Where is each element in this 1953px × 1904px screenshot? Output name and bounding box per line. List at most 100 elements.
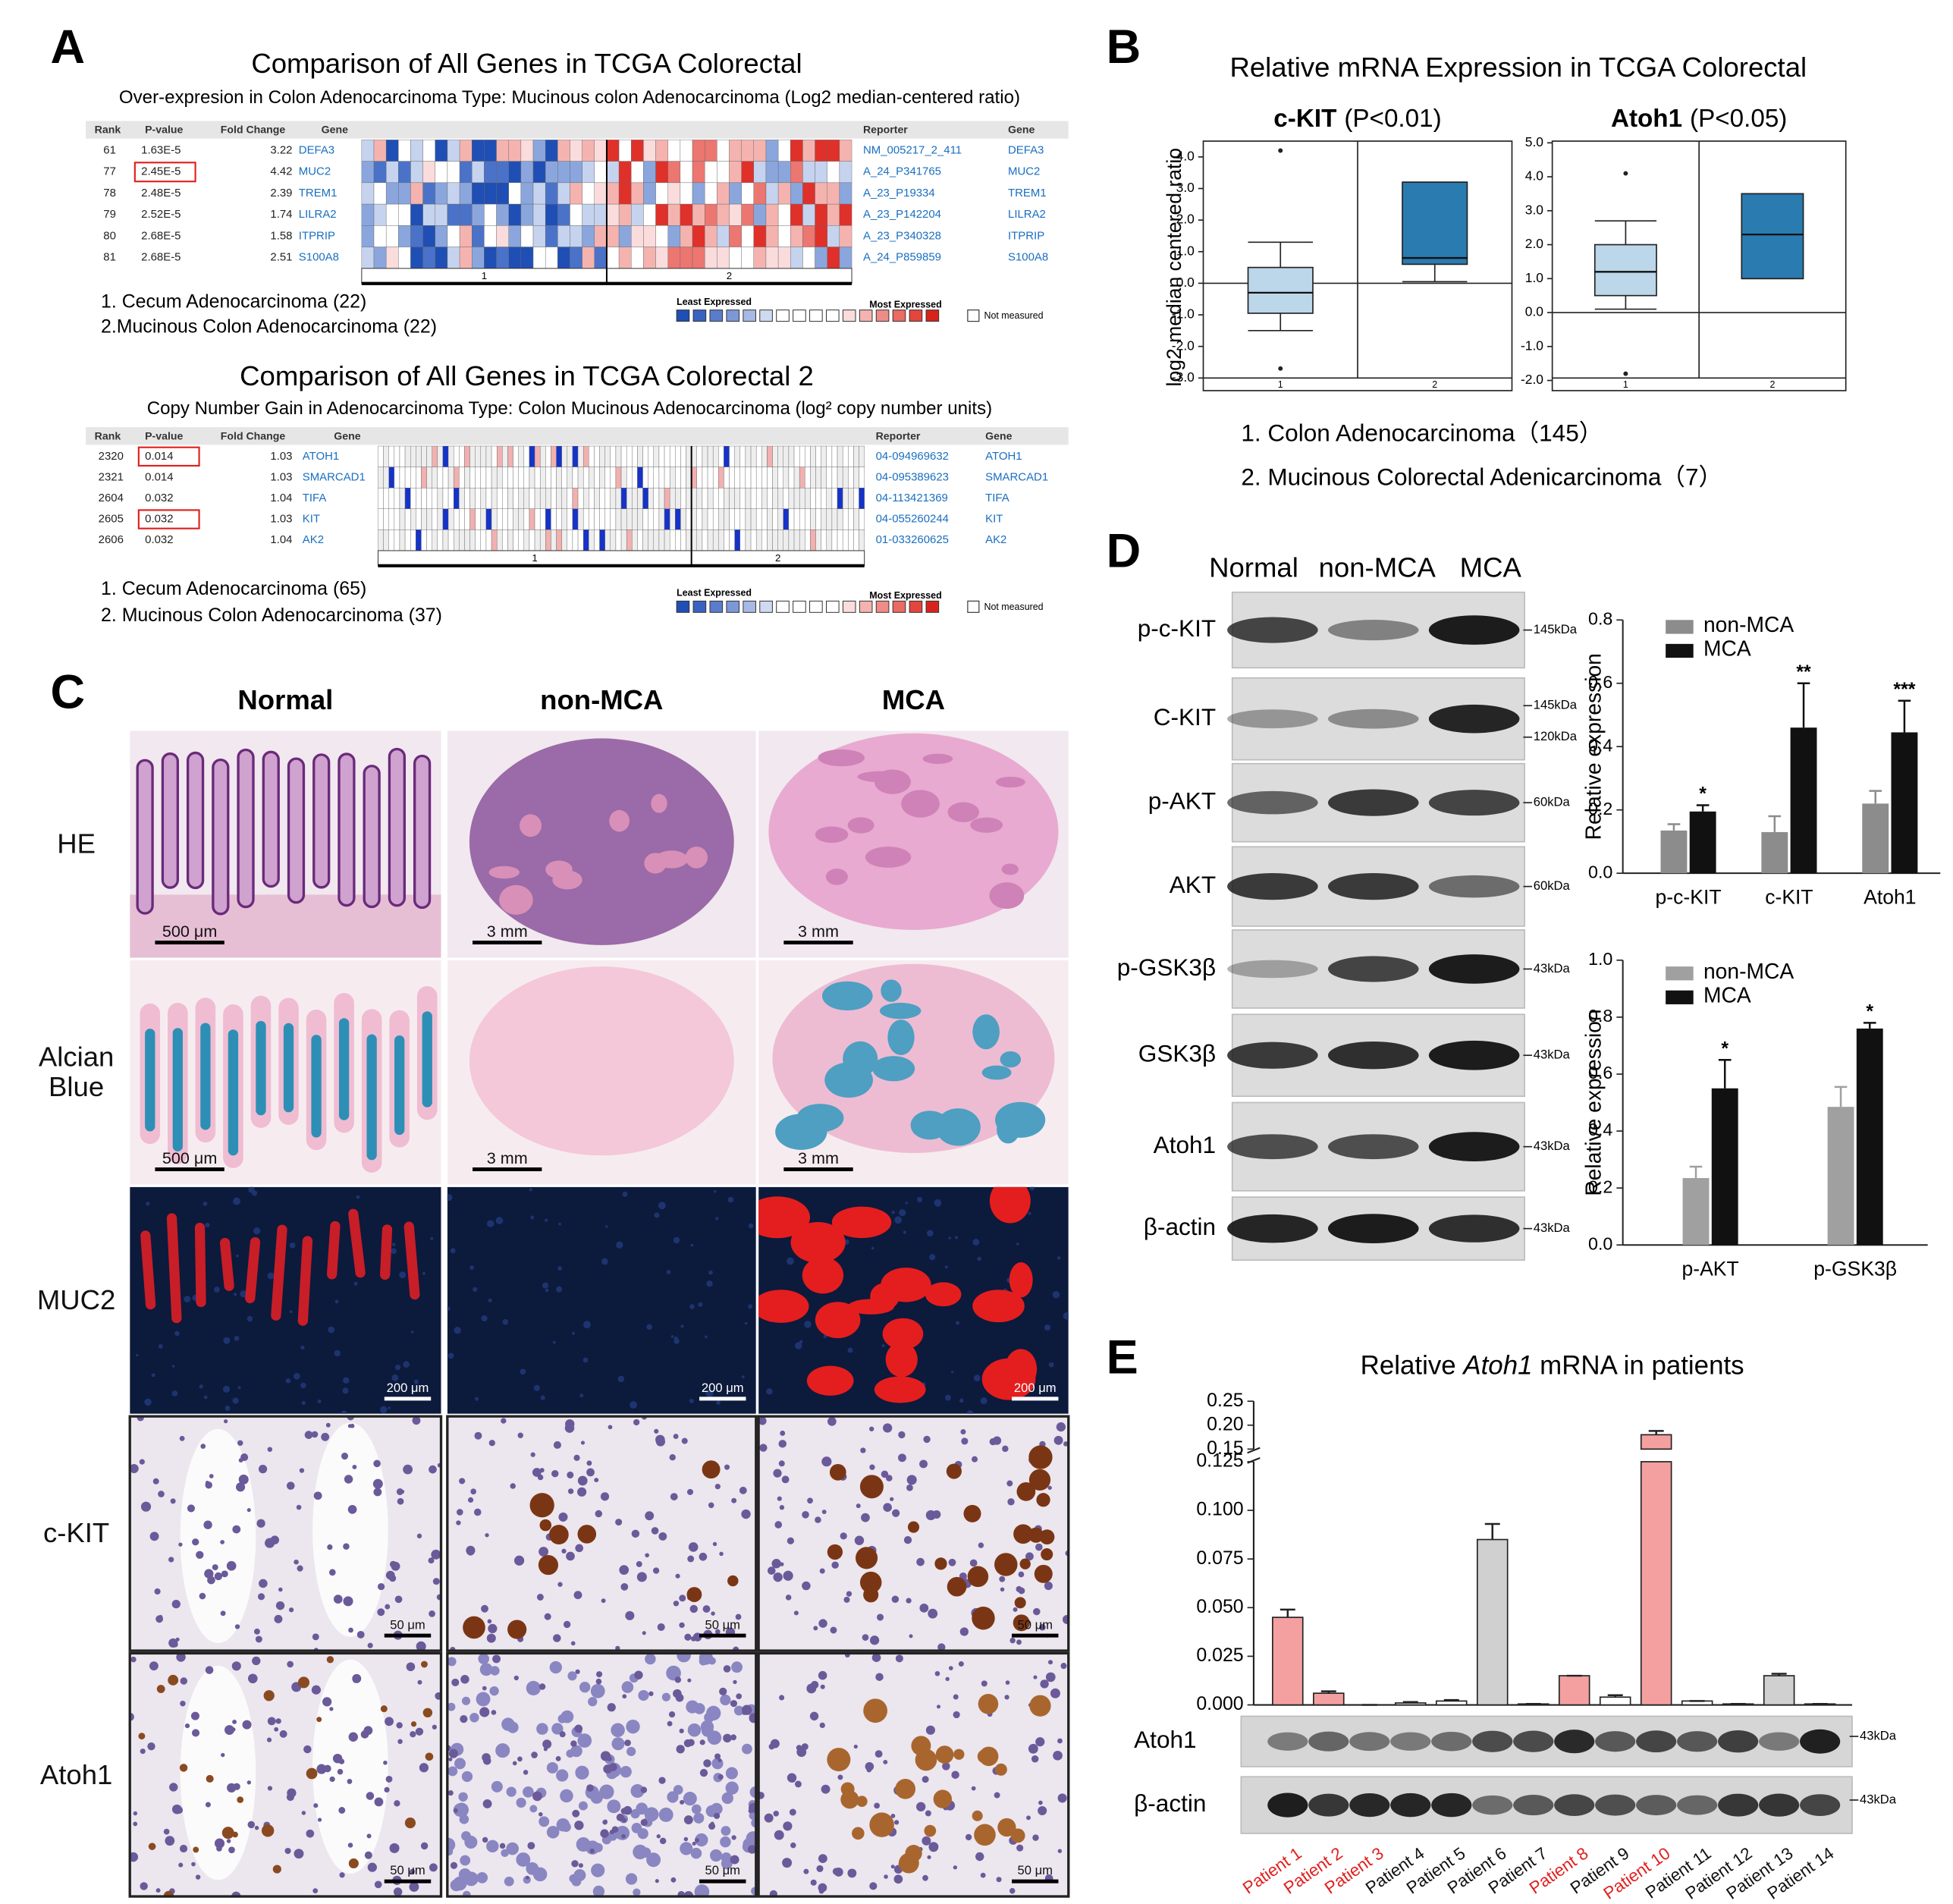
table-cell: A_23_P340328: [863, 229, 941, 242]
tissue: [577, 1525, 597, 1544]
tissue: [253, 1628, 260, 1635]
heat-cell: [394, 529, 400, 551]
tissue: [677, 1653, 691, 1663]
heat-cell: [437, 487, 444, 509]
table-cell: 01-033260625: [876, 533, 949, 546]
tissue: [899, 1209, 906, 1217]
heat-cell: [637, 508, 643, 530]
tissue: [953, 1694, 959, 1700]
heat-cell: [545, 161, 558, 184]
heat-cell: [459, 508, 465, 530]
heat-cell: [383, 467, 389, 489]
heat-cell: [361, 182, 375, 205]
heat-cell: [453, 445, 460, 467]
tissue: [170, 1498, 176, 1504]
tissue: [463, 1890, 471, 1897]
highlight-box: [137, 446, 200, 467]
tissue: [869, 1464, 875, 1470]
tissue: [948, 1236, 951, 1239]
tissue: [476, 1692, 491, 1707]
scale-bar-label: 50 μm: [390, 1617, 425, 1632]
tissue: [636, 1560, 642, 1567]
blot-band: [1513, 1730, 1554, 1752]
tissue: [717, 1758, 722, 1763]
size-marker: 145kDa: [1534, 698, 1578, 712]
tissue: [683, 1836, 689, 1842]
heat-cell: [810, 467, 816, 489]
heat-cell: [442, 487, 449, 509]
tissue: [661, 1692, 670, 1701]
heat-cell: [459, 203, 473, 226]
tissue: [721, 1792, 733, 1805]
heat-cell: [745, 445, 752, 467]
heat-cell: [696, 529, 703, 551]
tissue: [556, 1818, 570, 1832]
heat-cell: [753, 247, 767, 269]
heat-cell: [799, 467, 805, 489]
tissue: [262, 750, 280, 888]
tissue: [901, 790, 940, 818]
tissue: [413, 1379, 419, 1384]
tissue: [705, 1389, 714, 1397]
tissue: [771, 1559, 781, 1569]
tissue: [1062, 1615, 1069, 1624]
heat-cell: [777, 161, 791, 184]
blot-band: [1327, 709, 1419, 729]
tissue: [978, 1542, 984, 1548]
heat-cell: [539, 467, 546, 489]
tissue: [267, 1447, 273, 1452]
tissue: [366, 1034, 377, 1161]
heat-cell: [783, 467, 790, 489]
heat-cell: [696, 508, 703, 530]
blot-label: p-AKT: [1148, 787, 1216, 814]
tissue: [1053, 1435, 1063, 1445]
tissue: [327, 1544, 333, 1551]
heat-cell: [373, 225, 387, 247]
heat-cell: [696, 487, 703, 509]
heat-cell: [545, 445, 551, 467]
blot-band: [1227, 1214, 1318, 1243]
tissue: [720, 1836, 731, 1848]
tissue: [1063, 1441, 1069, 1447]
tissue: [934, 1670, 940, 1676]
tissue: [1007, 1498, 1015, 1506]
heat-cell: [643, 247, 656, 269]
significance: **: [1796, 661, 1811, 683]
blot-band: [1267, 1792, 1308, 1818]
heat-cell: [398, 247, 411, 269]
tissue: [450, 1248, 456, 1254]
tissue: [373, 1459, 381, 1468]
tissue: [929, 1254, 936, 1261]
micrograph: [758, 960, 1069, 1185]
heat-cell: [410, 161, 423, 184]
tissue: [893, 1874, 903, 1884]
heat-cell: [606, 140, 620, 162]
heat-cell: [432, 529, 438, 551]
tissue: [343, 1377, 350, 1384]
tissue: [981, 1680, 987, 1687]
heat-cell: [534, 445, 541, 467]
heat-cell: [839, 140, 852, 162]
y-tick-label: -2.0: [1172, 338, 1195, 353]
heat-cell: [655, 247, 668, 269]
scale-swatch: [743, 600, 756, 613]
tissue: [895, 1654, 903, 1663]
highlight-box: [133, 162, 196, 183]
heat-cell: [557, 225, 570, 247]
heat-cell: [485, 487, 492, 509]
tissue: [586, 1460, 592, 1466]
heat-cell: [416, 487, 422, 509]
tissue: [504, 1876, 514, 1887]
heat-cell: [655, 225, 668, 247]
heat-cell: [589, 529, 595, 551]
tissue: [300, 1382, 306, 1389]
tissue: [1045, 1672, 1056, 1682]
heat-cell: [437, 508, 444, 530]
tissue: [621, 1681, 634, 1693]
tissue: [380, 1705, 388, 1713]
heat-cell: [508, 247, 522, 269]
tissue: [516, 1797, 526, 1808]
tissue: [491, 1780, 503, 1792]
table-cell: 04-055260244: [876, 513, 949, 526]
